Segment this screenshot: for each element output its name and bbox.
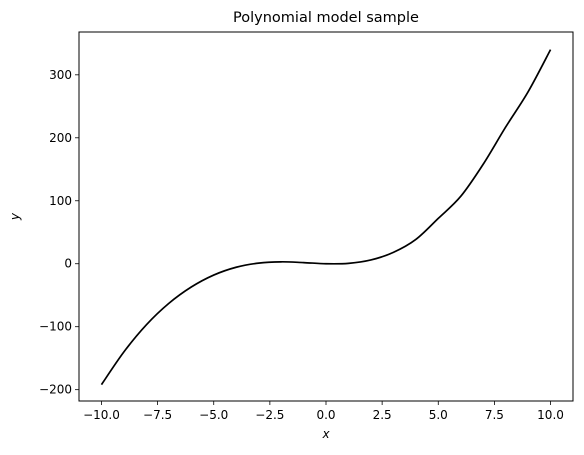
chart-title: Polynomial model sample	[233, 10, 419, 26]
x-tick-label: 5.0	[429, 408, 448, 422]
x-tick-label: −5.0	[199, 408, 228, 422]
y-tick-label: 300	[49, 68, 72, 82]
plot-frame	[78, 31, 574, 402]
y-tick-label: 200	[49, 131, 72, 145]
y-tick-label: 0	[64, 257, 72, 271]
y-axis-label: y	[8, 212, 22, 221]
x-tick-label: 7.5	[485, 408, 504, 422]
y-tick-label: −100	[39, 320, 72, 334]
plot-area	[100, 49, 552, 386]
x-tick-label: 10.0	[537, 408, 564, 422]
x-axis-label: x	[321, 427, 330, 441]
axis-ticks: −10.0 −7.5 −5.0 −2.5 0.0 2.5 5.0 7.5 10.0 −200 −10…	[39, 68, 564, 422]
y-tick-label: 100	[49, 194, 72, 208]
x-tick-label: 0.0	[316, 408, 335, 422]
x-tick-label: −2.5	[255, 408, 284, 422]
x-tick-label: −7.5	[143, 408, 172, 422]
x-tick-label: 2.5	[373, 408, 392, 422]
series-line	[100, 49, 552, 386]
y-tick-label: −200	[39, 383, 72, 397]
x-tick-label: −10.0	[83, 408, 120, 422]
